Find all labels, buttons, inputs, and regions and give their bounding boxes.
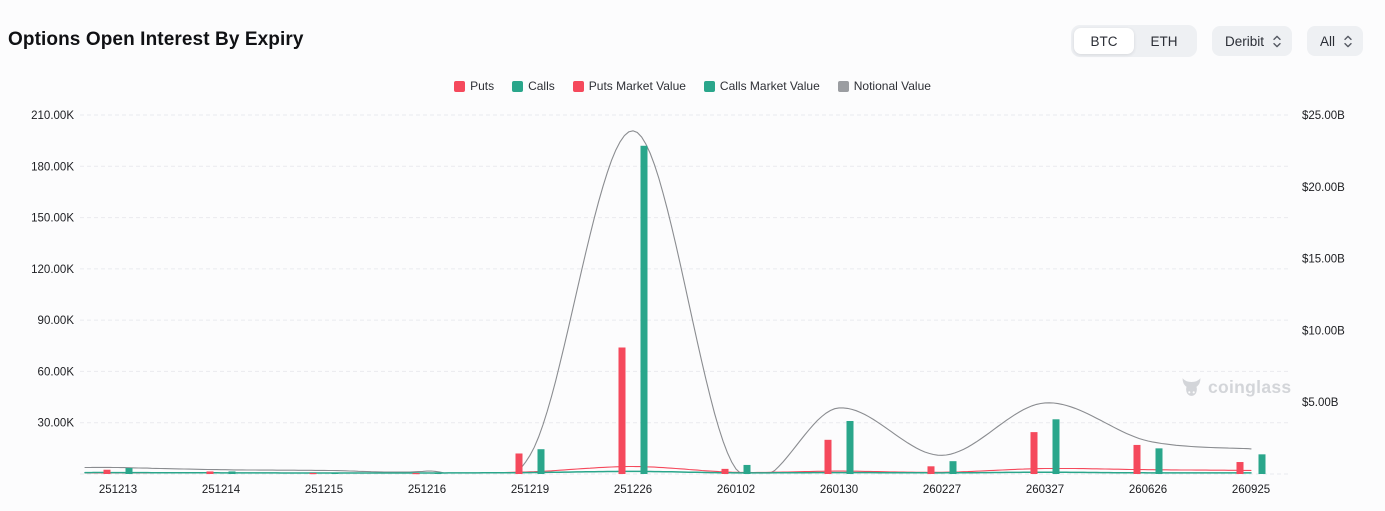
bar-puts-260327 (1030, 432, 1038, 474)
x-axis-tick-label: 260102 (717, 484, 755, 496)
left-axis-tick-label: 210.00K (31, 110, 74, 122)
legend-item-calls[interactable]: Calls (512, 79, 555, 93)
legend-label: Calls Market Value (719, 79, 820, 93)
legend-swatch (572, 80, 584, 92)
x-axis-tick-label: 251213 (99, 484, 137, 496)
legend-label: Notional Value (853, 79, 931, 93)
x-axis-tick-label: 260130 (820, 484, 858, 496)
asset-toggle: BTC ETH (1070, 25, 1197, 57)
bar-puts-260925 (1236, 462, 1244, 474)
left-axis-tick-label: 150.00K (31, 213, 74, 225)
legend-label: Puts Market Value (588, 79, 686, 93)
x-axis-tick-label: 251216 (408, 484, 446, 496)
bar-calls-251214 (228, 471, 236, 474)
bar-calls-251226 (640, 145, 648, 474)
asset-toggle-eth[interactable]: ETH (1134, 28, 1194, 54)
bar-calls-251216 (434, 472, 442, 474)
bar-calls-251219 (537, 449, 545, 474)
bar-puts-251219 (515, 453, 523, 474)
legend-label: Puts (470, 79, 495, 93)
coinglass-bull-icon (1182, 378, 1201, 396)
coinglass-watermark-text: coinglass (1208, 376, 1292, 397)
bar-calls-260626 (1155, 448, 1163, 474)
legend-item-notional-value[interactable]: Notional Value (837, 79, 931, 93)
bar-calls-260227 (949, 461, 957, 474)
x-axis-tick-label: 260925 (1232, 484, 1270, 496)
bar-calls-260130 (846, 421, 854, 474)
bar-puts-251213 (103, 469, 111, 474)
x-axis-tick-label: 251219 (511, 484, 549, 496)
legend-swatch (454, 80, 466, 92)
left-axis-tick-label: 180.00K (31, 161, 74, 173)
right-axis-tick-label: $25.00B (1302, 110, 1345, 122)
bar-calls-251215 (331, 472, 339, 474)
bar-puts-251215 (309, 472, 317, 475)
range-select[interactable]: All (1306, 26, 1363, 56)
x-axis-tick-label: 251226 (614, 484, 652, 496)
legend-swatch (837, 80, 849, 92)
bar-puts-260626 (1133, 444, 1141, 474)
exchange-select[interactable]: Deribit (1211, 26, 1292, 56)
left-axis-tick-label: 60.00K (38, 366, 75, 378)
x-axis-tick-label: 260626 (1129, 484, 1167, 496)
exchange-select-value: Deribit (1224, 33, 1264, 49)
bar-puts-260130 (824, 439, 832, 474)
bar-calls-260925 (1258, 454, 1266, 474)
bar-calls-251213 (125, 468, 133, 474)
x-axis-tick-label: 260327 (1026, 484, 1064, 496)
x-axis-tick-label: 260227 (923, 484, 961, 496)
legend-item-puts-market-value[interactable]: Puts Market Value (572, 79, 686, 93)
bar-calls-260102 (743, 464, 751, 474)
right-axis-tick-label: $15.00B (1302, 254, 1345, 266)
chart-controls: BTC ETH Deribit All (1070, 25, 1363, 57)
bar-puts-260102 (721, 468, 729, 474)
line-calls-market-value (84, 470, 1252, 474)
left-axis-tick-label: 90.00K (38, 315, 75, 327)
bar-puts-260227 (927, 466, 935, 474)
chart-legend: Puts Calls Puts Market Value Calls Market V… (0, 79, 1385, 93)
right-axis-tick-label: $20.00B (1302, 182, 1345, 194)
legend-label: Calls (528, 79, 555, 93)
left-axis-tick-label: 30.00K (38, 418, 75, 430)
legend-item-puts[interactable]: Puts (454, 79, 494, 93)
coinglass-watermark: coinglass (1181, 376, 1291, 398)
legend-swatch (703, 80, 715, 92)
legend-swatch (512, 80, 524, 92)
bar-calls-260327 (1052, 419, 1060, 474)
bar-puts-251214 (206, 471, 214, 474)
right-axis-tick-label: $10.00B (1302, 325, 1345, 337)
chevron-updown-icon (1272, 34, 1282, 49)
legend-item-calls-market-value[interactable]: Calls Market Value (703, 79, 820, 93)
bar-puts-251216 (412, 472, 420, 475)
chevron-updown-icon (1343, 34, 1353, 49)
range-select-value: All (1319, 33, 1335, 49)
right-axis-tick-label: $5.00B (1302, 397, 1339, 409)
left-axis-tick-label: 120.00K (31, 264, 74, 276)
asset-toggle-btc[interactable]: BTC (1073, 28, 1134, 54)
x-axis-tick-label: 251215 (305, 484, 343, 496)
page-title: Options Open Interest By Expiry (8, 29, 304, 50)
x-axis-tick-label: 251214 (202, 484, 241, 496)
chart-header: Options Open Interest By Expiry BTC ETH … (0, 0, 1385, 66)
line-notional-value (84, 130, 1252, 474)
bar-puts-251226 (618, 347, 626, 474)
